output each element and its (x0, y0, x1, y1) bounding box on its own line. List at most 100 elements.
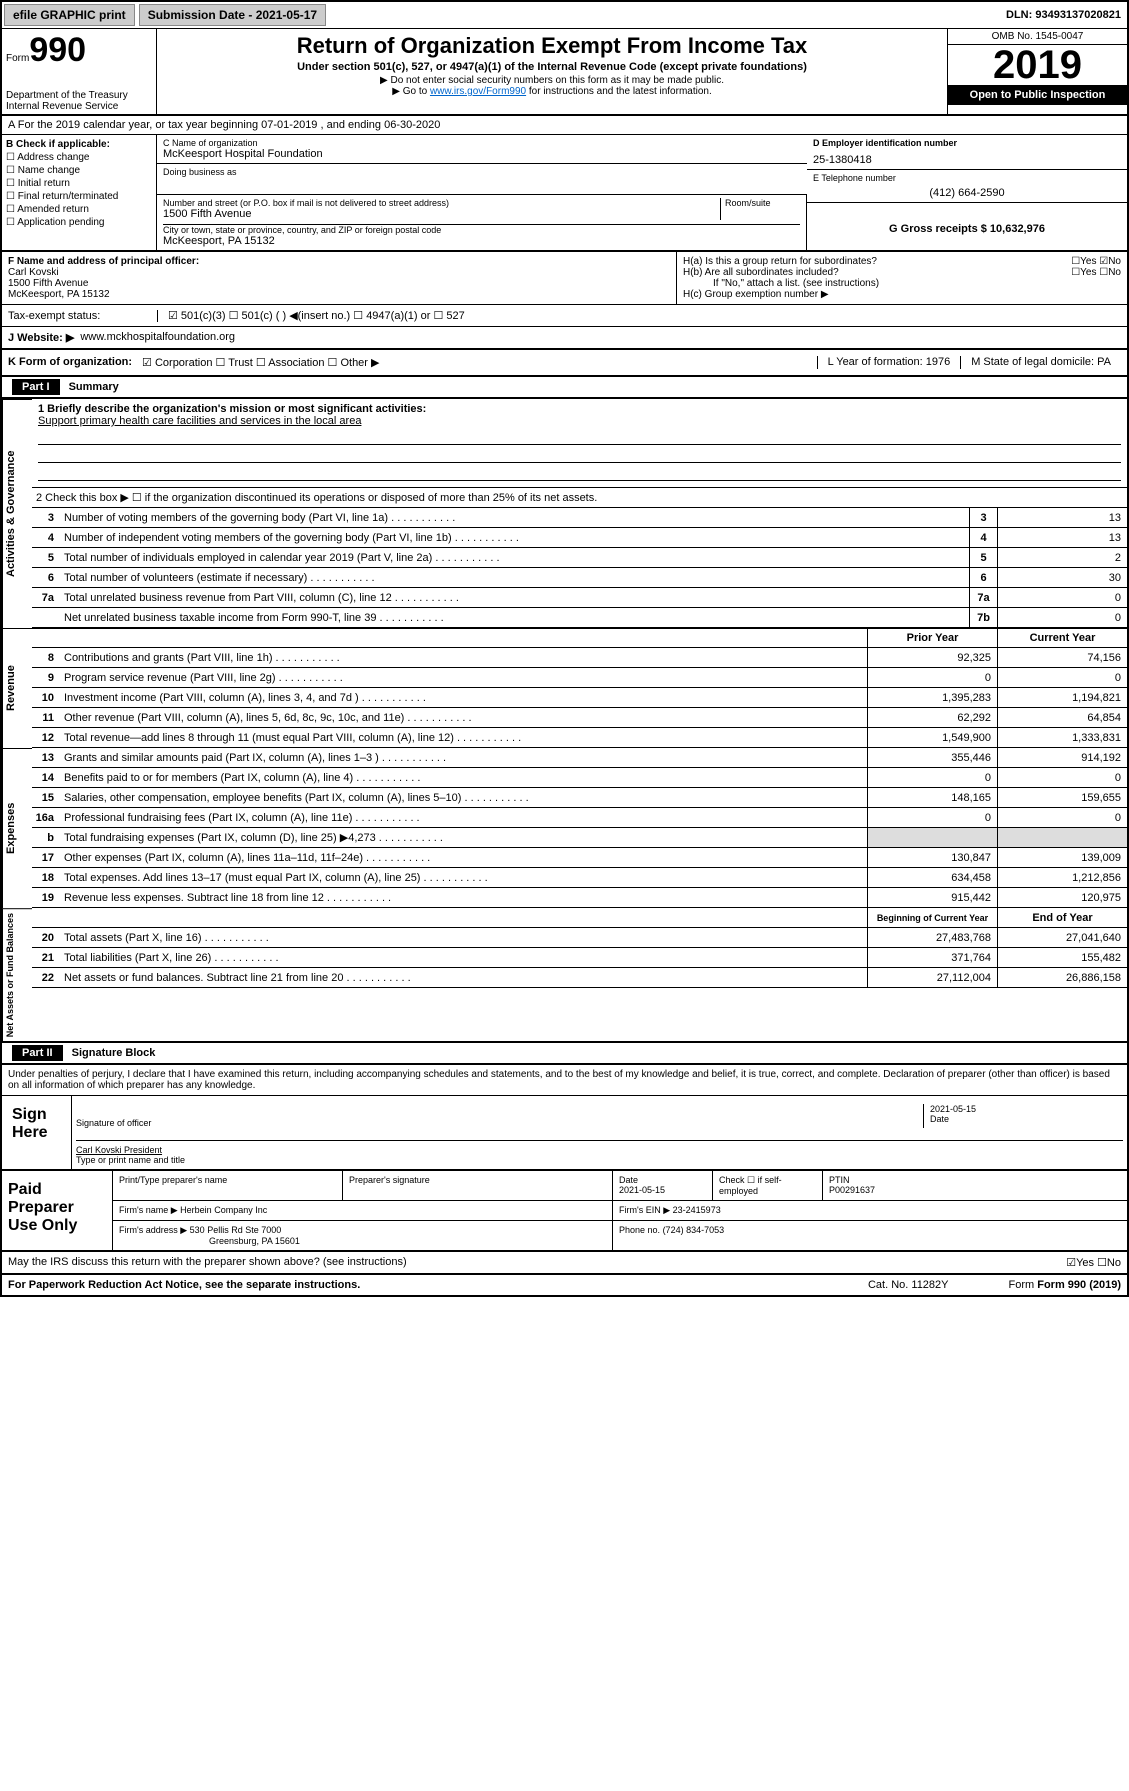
current-value: 139,009 (997, 848, 1127, 867)
side-net: Net Assets or Fund Balances (2, 908, 32, 1041)
part2-header: Part II Signature Block (2, 1043, 1127, 1065)
self-employed-check[interactable]: Check ☐ if self-employed (713, 1171, 823, 1200)
summary-table: Activities & Governance 1 Briefly descri… (2, 399, 1127, 628)
prior-value: 62,292 (867, 708, 997, 727)
side-expenses: Expenses (2, 748, 32, 908)
phone-box: E Telephone number (412) 664-2590 (807, 170, 1127, 203)
summary-value: 2 (997, 548, 1127, 567)
sign-date: 2021-05-15 (930, 1104, 1123, 1114)
phone-value: (412) 664-2590 (813, 187, 1121, 199)
current-value: 120,975 (997, 888, 1127, 907)
check-address[interactable]: ☐ Address change (6, 152, 152, 163)
firm-name: Herbein Company Inc (180, 1205, 267, 1215)
prior-value: 634,458 (867, 868, 997, 887)
form-number: 990 (29, 31, 86, 69)
check-amended[interactable]: ☐ Amended return (6, 204, 152, 215)
prior-value: 27,483,768 (867, 928, 997, 947)
summary-row: 6 Total number of volunteers (estimate i… (32, 568, 1127, 588)
prior-value: 92,325 (867, 648, 997, 667)
summary-row: 18 Total expenses. Add lines 13–17 (must… (32, 868, 1127, 888)
side-governance: Activities & Governance (2, 399, 32, 628)
summary-row: 22 Net assets or fund balances. Subtract… (32, 968, 1127, 988)
ein-value: 25-1380418 (813, 154, 1121, 166)
prior-value: 130,847 (867, 848, 997, 867)
side-revenue: Revenue (2, 628, 32, 748)
cat-no: Cat. No. 11282Y (868, 1279, 949, 1291)
summary-value: 13 (997, 508, 1127, 527)
open-inspection: Open to Public Inspection (948, 85, 1127, 105)
prep-date: 2021-05-15 (619, 1185, 665, 1195)
tax-status-row: Tax-exempt status: ☑ 501(c)(3) ☐ 501(c) … (2, 305, 1127, 327)
form-prefix: Form (6, 53, 29, 64)
officer-signed-name: Carl Kovski President (76, 1145, 1123, 1155)
period-row: A For the 2019 calendar year, or tax yea… (2, 116, 1127, 135)
summary-row: 3 Number of voting members of the govern… (32, 508, 1127, 528)
current-value: 26,886,158 (997, 968, 1127, 987)
col-headers-rev: Prior Year Current Year (32, 628, 1127, 648)
summary-row: 5 Total number of individuals employed i… (32, 548, 1127, 568)
top-section: Form990 Department of the Treasury Inter… (2, 29, 1127, 116)
title-note2: ▶ Go to www.irs.gov/Form990 for instruct… (161, 86, 943, 97)
org-form-options[interactable]: ☑ Corporation ☐ Trust ☐ Association ☐ Ot… (142, 356, 817, 369)
summary-value: 0 (997, 588, 1127, 607)
current-value: 0 (997, 668, 1127, 687)
officer-h-row: F Name and address of principal officer:… (2, 252, 1127, 305)
current-value: 159,655 (997, 788, 1127, 807)
irs-discuss-row: May the IRS discuss this return with the… (2, 1252, 1127, 1275)
prior-value: 0 (867, 668, 997, 687)
check-final[interactable]: ☐ Final return/terminated (6, 191, 152, 202)
part1-header: Part I Summary (2, 377, 1127, 399)
state-domicile: M State of legal domicile: PA (960, 356, 1121, 369)
submission-date: Submission Date - 2021-05-17 (139, 4, 326, 26)
current-value: 1,212,856 (997, 868, 1127, 887)
prior-value: 1,549,900 (867, 728, 997, 747)
summary-row: 10 Investment income (Part VIII, column … (32, 688, 1127, 708)
title-note1: ▶ Do not enter social security numbers o… (161, 75, 943, 86)
check-name[interactable]: ☐ Name change (6, 165, 152, 176)
group-return-answer[interactable]: ☐Yes ☑No (1071, 256, 1121, 267)
summary-row: 17 Other expenses (Part IX, column (A), … (32, 848, 1127, 868)
ptin-value: P00291637 (829, 1185, 875, 1195)
summary-value: 30 (997, 568, 1127, 587)
paid-preparer-label: Paid Preparer Use Only (2, 1171, 112, 1250)
col-headers-net: Beginning of Current Year End of Year (32, 908, 1127, 928)
form-number-box: Form990 Department of the Treasury Inter… (2, 29, 157, 114)
year-formation: L Year of formation: 1976 (817, 356, 961, 369)
summary-row: 8 Contributions and grants (Part VIII, l… (32, 648, 1127, 668)
dept-treasury: Department of the Treasury (6, 90, 152, 101)
mission-box: 1 Briefly describe the organization's mi… (32, 399, 1127, 488)
firm-phone: (724) 834-7053 (663, 1225, 725, 1235)
check-initial[interactable]: ☐ Initial return (6, 178, 152, 189)
website-row: J Website: ▶ www.mckhospitalfoundation.o… (2, 327, 1127, 350)
tax-status-options[interactable]: ☑ 501(c)(3) ☐ 501(c) ( ) ◀(insert no.) ☐… (168, 309, 465, 322)
sign-here-label: Sign Here (2, 1096, 72, 1169)
header-bar: efile GRAPHIC print Submission Date - 20… (2, 2, 1127, 29)
line2-row: 2 Check this box ▶ ☐ if the organization… (32, 488, 1127, 508)
prior-value: 0 (867, 768, 997, 787)
gross-receipts: G Gross receipts $ 10,632,976 (807, 203, 1127, 238)
prior-value: 915,442 (867, 888, 997, 907)
summary-row: Net unrelated business taxable income fr… (32, 608, 1127, 628)
form-990: efile GRAPHIC print Submission Date - 20… (0, 0, 1129, 1297)
form990-link[interactable]: www.irs.gov/Form990 (430, 86, 526, 97)
current-value: 27,041,640 (997, 928, 1127, 947)
summary-row: 21 Total liabilities (Part X, line 26) 3… (32, 948, 1127, 968)
current-value: 1,333,831 (997, 728, 1127, 747)
subordinates-answer[interactable]: ☐Yes ☐No (1071, 267, 1121, 278)
summary-row: 4 Number of independent voting members o… (32, 528, 1127, 548)
efile-button[interactable]: efile GRAPHIC print (4, 4, 135, 26)
tax-year: 2019 (948, 45, 1127, 85)
title-sub: Under section 501(c), 527, or 4947(a)(1)… (161, 61, 943, 73)
org-city: McKeesport, PA 15132 (163, 235, 800, 247)
prior-value: 1,395,283 (867, 688, 997, 707)
prior-value: 27,112,004 (867, 968, 997, 987)
check-pending[interactable]: ☐ Application pending (6, 217, 152, 228)
summary-row: 15 Salaries, other compensation, employe… (32, 788, 1127, 808)
current-value (997, 828, 1127, 847)
preparer-section: Paid Preparer Use Only Print/Type prepar… (2, 1171, 1127, 1252)
current-value: 155,482 (997, 948, 1127, 967)
current-value: 914,192 (997, 748, 1127, 767)
summary-value: 13 (997, 528, 1127, 547)
summary-row: 20 Total assets (Part X, line 16) 27,483… (32, 928, 1127, 948)
irs-discuss-answer[interactable]: ☑Yes ☐No (1066, 1256, 1121, 1269)
